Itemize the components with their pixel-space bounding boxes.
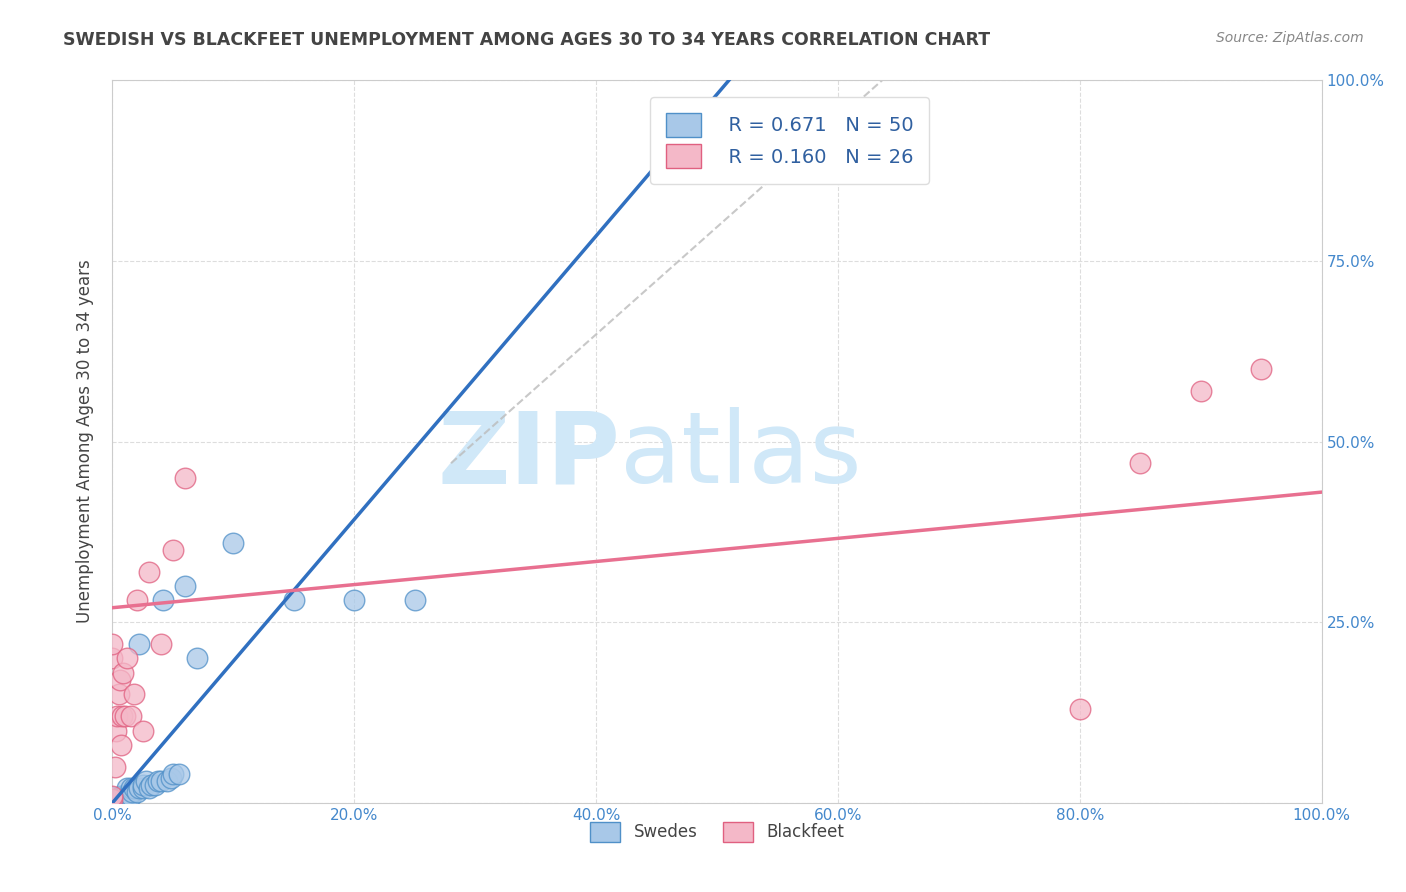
Point <box>110 792 132 806</box>
Point <box>105 792 128 806</box>
Point <box>343 593 366 607</box>
Point <box>1129 456 1152 470</box>
Point <box>120 781 142 796</box>
Point <box>132 723 155 738</box>
Point <box>152 593 174 607</box>
Point <box>101 792 124 806</box>
Point <box>112 792 135 806</box>
Point <box>118 789 141 803</box>
Point <box>112 665 135 680</box>
Point <box>138 565 160 579</box>
Point <box>115 789 138 803</box>
Point <box>121 785 143 799</box>
Point <box>101 637 124 651</box>
Point <box>101 796 124 810</box>
Point <box>122 687 145 701</box>
Point <box>125 593 148 607</box>
Point <box>174 579 197 593</box>
Point <box>105 723 128 738</box>
Point <box>101 796 124 810</box>
Point <box>125 785 148 799</box>
Point <box>1069 702 1091 716</box>
Point <box>104 760 127 774</box>
Text: ZIP: ZIP <box>437 408 620 505</box>
Point <box>120 789 142 803</box>
Text: Source: ZipAtlas.com: Source: ZipAtlas.com <box>1216 31 1364 45</box>
Point <box>114 789 136 803</box>
Point <box>111 792 134 806</box>
Point <box>222 535 245 549</box>
Point <box>114 709 136 723</box>
Point <box>1250 362 1272 376</box>
Text: atlas: atlas <box>620 408 862 505</box>
Point <box>115 781 138 796</box>
Point <box>111 709 134 723</box>
Point <box>110 738 132 752</box>
Point <box>108 792 131 806</box>
Point <box>132 778 155 792</box>
Point <box>105 709 128 723</box>
Point <box>283 593 305 607</box>
Legend: Swedes, Blackfeet: Swedes, Blackfeet <box>583 815 851 848</box>
Point <box>143 778 166 792</box>
Point <box>107 792 129 806</box>
Point <box>167 767 190 781</box>
Point <box>114 792 136 806</box>
Point <box>159 771 181 785</box>
Point <box>128 637 150 651</box>
Point <box>174 470 197 484</box>
Point <box>101 796 124 810</box>
Point <box>138 781 160 796</box>
Point <box>114 789 136 803</box>
Point <box>105 792 128 806</box>
Point <box>120 709 142 723</box>
Point <box>115 651 138 665</box>
Point <box>162 542 184 557</box>
Point <box>112 789 135 803</box>
Point <box>101 789 124 803</box>
Point <box>162 767 184 781</box>
Point <box>101 651 124 665</box>
Point <box>128 781 150 796</box>
Point <box>141 778 163 792</box>
Point <box>148 774 170 789</box>
Point <box>156 774 179 789</box>
Point <box>110 789 132 803</box>
Point <box>122 781 145 796</box>
Point <box>101 790 124 805</box>
Point <box>111 789 134 803</box>
Point <box>149 774 172 789</box>
Text: SWEDISH VS BLACKFEET UNEMPLOYMENT AMONG AGES 30 TO 34 YEARS CORRELATION CHART: SWEDISH VS BLACKFEET UNEMPLOYMENT AMONG … <box>63 31 990 49</box>
Point <box>404 593 426 607</box>
Point <box>107 796 129 810</box>
Point <box>132 781 155 796</box>
Point <box>117 789 139 803</box>
Y-axis label: Unemployment Among Ages 30 to 34 years: Unemployment Among Ages 30 to 34 years <box>76 260 94 624</box>
Point <box>186 651 208 665</box>
Point <box>149 637 172 651</box>
Point <box>135 774 157 789</box>
Point <box>107 687 129 701</box>
Point <box>1189 384 1212 398</box>
Point <box>101 792 124 806</box>
Point <box>108 673 131 687</box>
Point <box>105 796 128 810</box>
